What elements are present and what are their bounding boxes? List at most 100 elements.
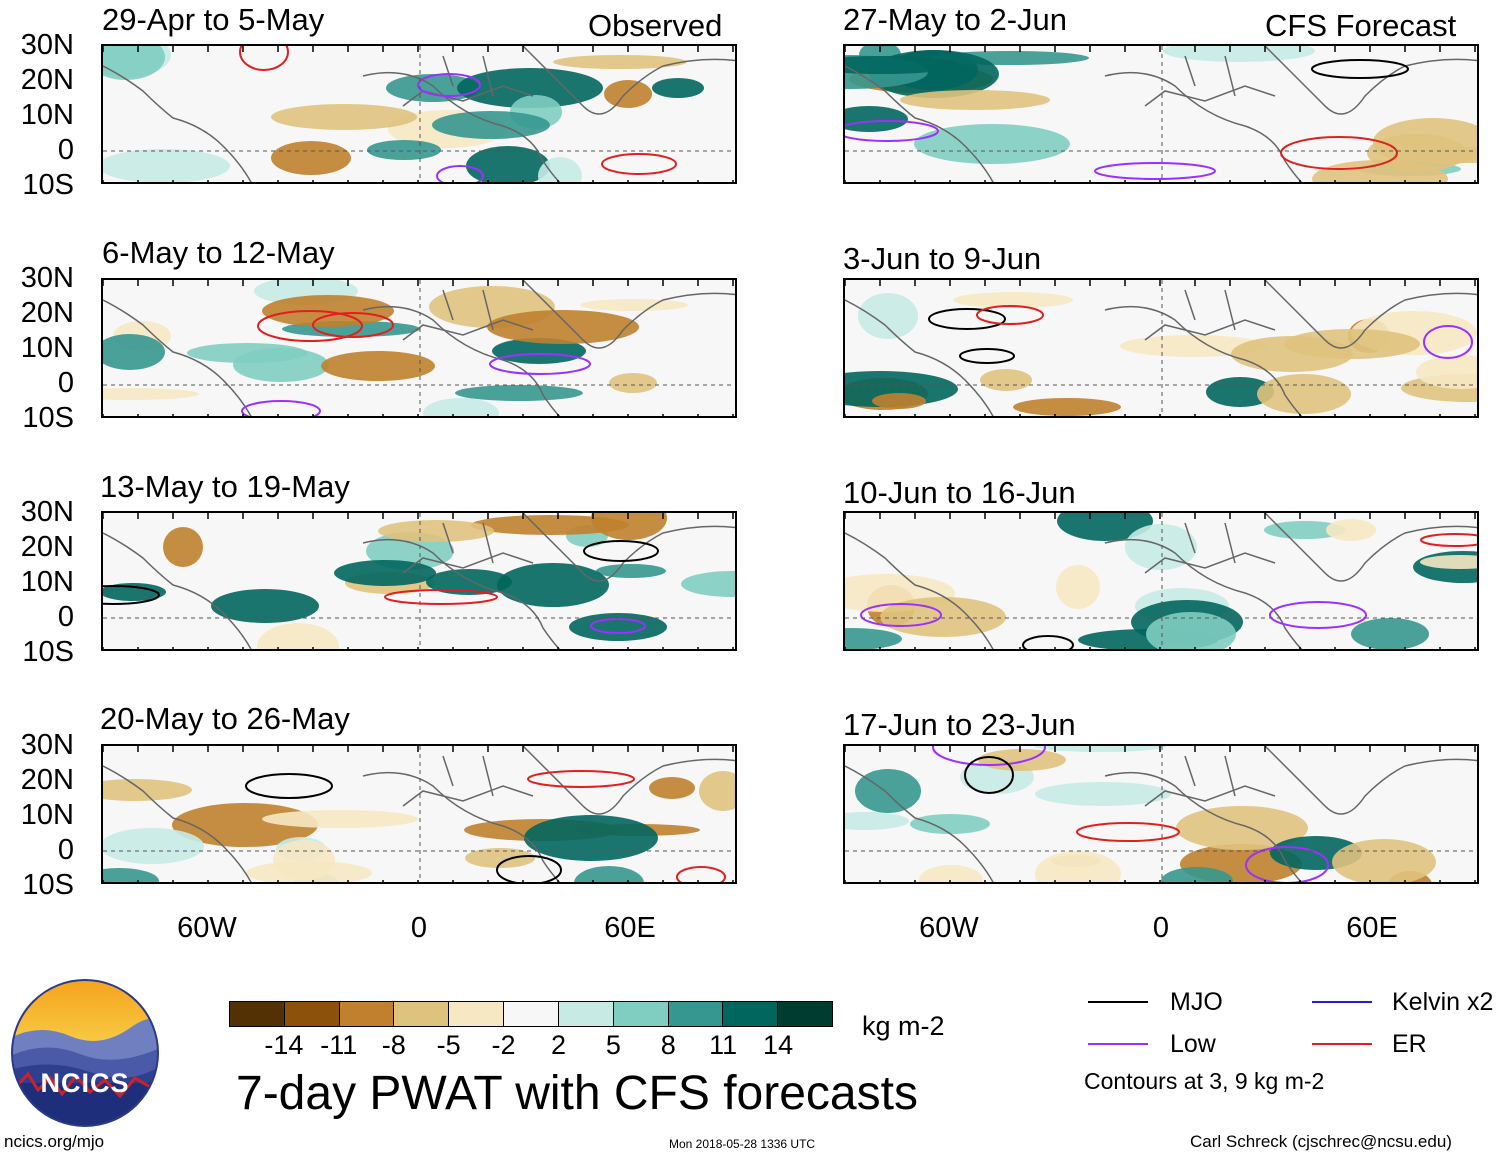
low-contour: [845, 120, 939, 142]
dry-anomaly: [580, 299, 688, 311]
dry-anomaly: [699, 771, 735, 811]
colorbar-cell: [613, 1002, 669, 1026]
map-panel-forecast-3: [843, 511, 1479, 651]
moist-anomaly: [574, 866, 644, 882]
moist-anomaly: [910, 814, 990, 834]
moist-anomaly: [845, 56, 960, 74]
dry-anomaly: [273, 840, 335, 880]
dry-anomaly: [262, 810, 418, 828]
map-graphic: [845, 46, 1477, 182]
lat-label: 30N: [20, 496, 74, 528]
coastline: [1104, 71, 1303, 182]
moist-anomaly: [845, 371, 958, 407]
moist-anomaly: [103, 583, 166, 601]
legend-swatch-kelvin: [1312, 1001, 1372, 1003]
map-panel-forecast-4: [843, 744, 1479, 884]
low-contour: [590, 618, 646, 634]
map-panel-observed-2: [101, 278, 737, 418]
low-contour: [932, 746, 1046, 766]
forecast-label: CFS Forecast: [1265, 8, 1457, 43]
panel-title-fc-1: 27-May to 2-Jun: [843, 2, 1067, 37]
dry-anomaly: [591, 513, 667, 540]
map-panel-forecast-2: [843, 278, 1479, 418]
moist-anomaly: [103, 334, 165, 370]
lat-label: 20N: [20, 64, 74, 96]
moist-anomaly: [103, 828, 204, 864]
colorbar: [229, 1001, 833, 1027]
lat-label: 30N: [20, 729, 74, 761]
dry-anomaly: [872, 393, 926, 409]
dry-anomaly: [103, 388, 199, 400]
moist-anomaly: [103, 46, 165, 80]
footer-url: ncics.org/mjo: [4, 1132, 105, 1151]
panel-title-obs-4: 20-May to 26-May: [100, 701, 350, 736]
low-contour: [1245, 846, 1329, 882]
dry-anomaly: [465, 848, 535, 868]
dry-anomaly: [1326, 519, 1376, 541]
er-contour: [1280, 136, 1398, 170]
lon-label-right: 60E: [1346, 912, 1398, 944]
moist-anomaly: [1125, 524, 1197, 570]
colorbar-cell: [449, 1002, 505, 1026]
legend-label-kelvin: Kelvin x2: [1392, 988, 1494, 1016]
coastline: [1144, 755, 1276, 807]
coastline: [1104, 771, 1303, 882]
moist-anomaly: [845, 628, 902, 649]
map-panel-forecast-1: [843, 44, 1479, 184]
coastline: [1264, 280, 1477, 349]
moist-anomaly: [524, 815, 658, 861]
er-contour: [312, 312, 394, 338]
observed-label: Observed: [588, 8, 723, 43]
dry-anomaly: [103, 779, 192, 801]
coastline: [402, 755, 534, 807]
contours-note: Contours at 3, 9 kg m-2: [1084, 1068, 1325, 1094]
dry-anomaly: [1416, 355, 1477, 389]
units-label: kg m-2: [862, 1011, 945, 1041]
er-contour: [1076, 822, 1180, 842]
map-graphic: [103, 46, 735, 182]
low-contour: [241, 400, 321, 416]
lat-label: 0: [57, 367, 74, 399]
er-contour: [257, 310, 363, 342]
moist-anomaly: [1035, 782, 1171, 806]
coastline: [1104, 305, 1303, 416]
dry-anomaly: [980, 369, 1032, 391]
low-contour: [1094, 162, 1216, 180]
colorbar-tick-label: -14: [264, 1030, 304, 1060]
lat-label: 20N: [20, 764, 74, 796]
colorbar-tick-label: -2: [491, 1030, 516, 1060]
lat-label: 0: [57, 834, 74, 866]
panel-title-obs-2: 6-May to 12-May: [102, 235, 335, 270]
lat-label: 10S: [22, 869, 74, 901]
panel-title-fc-2: 3-Jun to 9-Jun: [843, 241, 1042, 276]
panel-title-obs-3: 13-May to 19-May: [100, 469, 350, 504]
moist-anomaly: [914, 124, 1070, 164]
lat-label: 0: [57, 601, 74, 633]
moist-anomaly: [845, 106, 908, 132]
moist-anomaly: [1057, 513, 1153, 541]
dry-anomaly: [880, 597, 1006, 637]
coastline: [103, 532, 252, 649]
colorbar-cell: [668, 1002, 724, 1026]
dry-anomaly: [978, 749, 1066, 771]
er-contour: [384, 589, 498, 605]
logo-text: NCICS: [40, 1068, 130, 1098]
low-contour: [860, 603, 942, 627]
lat-label: 10N: [20, 566, 74, 598]
coastline: [845, 765, 994, 882]
legend-label-low: Low: [1170, 1030, 1216, 1058]
colorbar-tick-label: 11: [709, 1030, 738, 1060]
lon-label-right: 0: [1152, 912, 1170, 944]
lat-label: 30N: [20, 262, 74, 294]
main-title: 7-day PWAT with CFS forecasts: [236, 1067, 918, 1120]
lon-label-left: 60W: [177, 912, 237, 944]
moist-anomaly: [858, 293, 918, 339]
er-contour: [676, 866, 726, 882]
map-panel-observed-3: [101, 511, 737, 651]
coastline: [845, 532, 994, 649]
mjo-contour: [964, 756, 1014, 794]
dry-anomaly: [1332, 839, 1436, 882]
ncics-logo-graphic: [11, 979, 159, 1127]
coastline: [362, 71, 561, 182]
colorbar-tick-label: 5: [605, 1030, 621, 1060]
